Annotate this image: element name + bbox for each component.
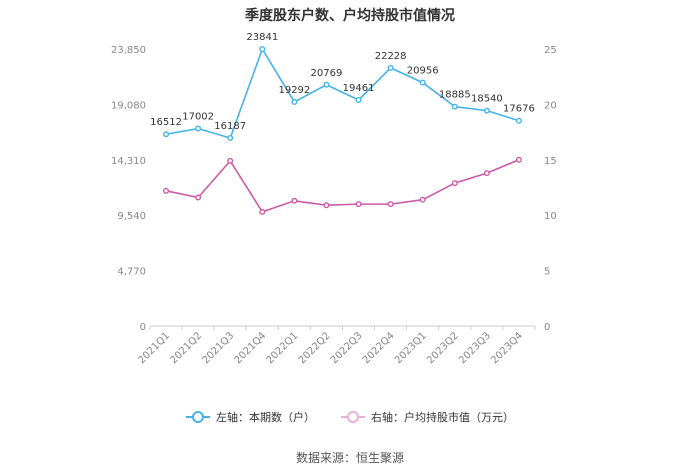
- data-label: 16187: [214, 121, 246, 132]
- left-y-tick-label: 0: [140, 322, 146, 333]
- data-point: [195, 125, 202, 132]
- data-point: [259, 46, 266, 53]
- x-tick-label: 2023Q2: [425, 330, 461, 366]
- data-point: [387, 201, 394, 208]
- legend-label-households: 左轴：本期数（户）: [216, 411, 315, 424]
- data-point: [355, 201, 362, 208]
- x-tick-label: 2022Q4: [361, 330, 397, 366]
- data-label: 17002: [182, 112, 214, 123]
- series-line-avg-value: [165, 159, 520, 213]
- data-label: 17676: [503, 104, 535, 115]
- data-label: 20769: [311, 68, 343, 79]
- right-y-tick-label: 25: [544, 45, 557, 56]
- data-label: 18885: [439, 90, 471, 101]
- data-point: [483, 107, 490, 114]
- right-y-tick-label: 20: [544, 100, 557, 111]
- data-point: [291, 98, 298, 105]
- right-y-tick-label: 10: [544, 211, 557, 222]
- data-point: [451, 180, 458, 187]
- x-tick-label: 2023Q1: [393, 330, 429, 366]
- data-point: [387, 64, 394, 71]
- data-point: [163, 131, 170, 138]
- x-tick-label: 2021Q4: [233, 330, 269, 366]
- data-point: [515, 156, 522, 163]
- x-tick-label: 2023Q3: [457, 330, 493, 366]
- legend-line-marker-icon: [341, 411, 365, 423]
- x-tick-label: 2021Q1: [136, 330, 172, 366]
- chart-title: 季度股东户数、户均持股市值情况: [245, 8, 455, 24]
- data-label: 22228: [375, 51, 407, 62]
- legend-line-marker-icon: [186, 411, 210, 423]
- left-y-tick-label: 14,310: [111, 156, 146, 167]
- data-point: [451, 103, 458, 110]
- data-label: 20956: [407, 66, 439, 77]
- data-label: 19292: [278, 85, 310, 96]
- data-point: [515, 117, 522, 124]
- left-y-tick-label: 23,850: [111, 45, 146, 56]
- data-point: [259, 208, 266, 215]
- x-tick-label: 2022Q2: [297, 330, 333, 366]
- data-label: 19461: [343, 83, 375, 94]
- data-point: [291, 197, 298, 204]
- legend-item-avg-value[interactable]: 右轴：户均持股市值（万元）: [341, 409, 514, 425]
- left-y-tick-label: 9,540: [117, 211, 146, 222]
- right-y-tick-label: 15: [544, 156, 557, 167]
- data-source: 数据来源：恒生聚源: [295, 451, 404, 465]
- x-tick-label: 2021Q3: [200, 330, 236, 366]
- x-tick-label: 2022Q1: [265, 330, 301, 366]
- x-tick-label: 2022Q3: [329, 330, 365, 366]
- data-point: [419, 79, 426, 86]
- data-point: [227, 157, 234, 164]
- data-point: [355, 96, 362, 103]
- data-point: [483, 170, 490, 177]
- left-y-tick-label: 4,770: [117, 267, 146, 278]
- series-line-households: [165, 47, 520, 139]
- legend-label-avg-value: 右轴：户均持股市值（万元）: [371, 411, 514, 424]
- right-y-tick-label: 0: [544, 322, 550, 333]
- data-label: 16512: [150, 117, 182, 128]
- legend-item-households[interactable]: 左轴：本期数（户）: [186, 409, 315, 425]
- data-point: [227, 135, 234, 142]
- data-point: [195, 194, 202, 201]
- x-tick-label: 2021Q2: [168, 330, 204, 366]
- data-label: 18540: [471, 94, 503, 105]
- right-y-tick-label: 5: [544, 267, 550, 278]
- data-point: [419, 196, 426, 203]
- data-point: [323, 202, 330, 209]
- data-point: [163, 187, 170, 194]
- legend: 左轴：本期数（户） 右轴：户均持股市值（万元）: [0, 409, 700, 425]
- left-y-tick-label: 19,080: [111, 100, 146, 111]
- data-point: [323, 81, 330, 88]
- data-label: 23841: [246, 32, 278, 43]
- x-tick-label: 2023Q4: [489, 330, 525, 366]
